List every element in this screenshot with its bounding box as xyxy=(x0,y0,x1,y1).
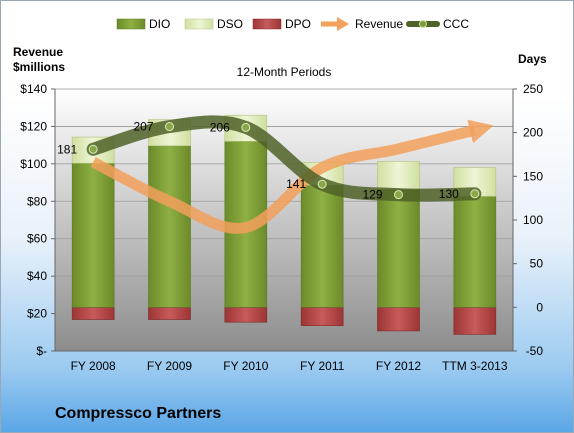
left-tick-label: $- xyxy=(36,344,47,358)
right-tick-label: 50 xyxy=(530,257,544,271)
left-tick-label: $40 xyxy=(27,269,47,283)
legend-swatch-dso xyxy=(184,18,214,30)
right-tick-label: 100 xyxy=(523,213,543,227)
ccc-data-label: 141 xyxy=(286,177,306,191)
legend-label-dso: DSO xyxy=(217,17,243,31)
bar-dpo xyxy=(453,307,497,335)
x-tick-label: FY 2009 xyxy=(147,359,192,373)
bar-dio xyxy=(300,184,344,308)
legend-label-revenue: Revenue xyxy=(355,17,403,31)
left-axis-ticks: $140 $120 $100 $80 $60 $40 $20 $- xyxy=(20,82,55,358)
company-name: Compressco Partners xyxy=(55,405,222,422)
x-tick-label: FY 2011 xyxy=(300,359,345,373)
ccc-line xyxy=(86,115,482,202)
ccc-data-label: 181 xyxy=(57,142,77,156)
ccc-point xyxy=(88,144,98,154)
bar-dpo xyxy=(224,307,268,323)
ccc-point xyxy=(394,190,403,200)
left-tick-label: $80 xyxy=(27,194,47,208)
left-tick-label: $20 xyxy=(27,307,47,321)
revenue-series xyxy=(90,119,494,234)
legend-label-dio: DIO xyxy=(149,17,170,31)
ccc-point xyxy=(317,179,327,189)
ccc-data-label: 207 xyxy=(133,120,153,134)
left-axis-title-line2: $millions xyxy=(13,60,65,74)
left-tick-label: $100 xyxy=(20,157,47,171)
legend-swatch-dio xyxy=(116,18,146,30)
legend-label-dpo: DPO xyxy=(285,17,311,31)
revenue-line xyxy=(90,119,494,234)
x-tick-label: FY 2010 xyxy=(223,359,268,373)
right-tick-label: 200 xyxy=(523,126,543,140)
legend: DIO DSO DPO Revenue CCC xyxy=(116,17,469,31)
bar-dpo xyxy=(71,307,115,320)
right-tick-label: 250 xyxy=(523,82,543,96)
bar-dio xyxy=(453,196,497,308)
x-tick-label: FY 2008 xyxy=(71,359,116,373)
right-tick-label: 150 xyxy=(523,169,543,183)
ccc-data-label: 130 xyxy=(439,187,459,201)
bar-dio xyxy=(148,145,191,308)
ccc-data-label: 206 xyxy=(210,120,230,134)
right-axis-ticks: 250 200 150 100 50 0 -50 xyxy=(513,82,543,358)
ccc-series: 181 207 206 141 129 130 xyxy=(57,115,482,202)
bar-dio xyxy=(71,162,115,308)
x-axis-labels: FY 2008 FY 2009 FY 2010 FY 2011 FY 2012 TTM 3… xyxy=(71,359,508,373)
left-tick-label: $120 xyxy=(20,119,47,133)
chart-title: 12-Month Periods xyxy=(237,65,332,79)
right-tick-label: 0 xyxy=(536,300,543,314)
ccc-point xyxy=(241,122,251,132)
left-tick-label: $60 xyxy=(27,232,47,246)
ccc-data-label: 129 xyxy=(362,188,382,202)
ccc-point xyxy=(470,189,480,199)
legend-swatch-dpo xyxy=(252,18,282,30)
bar-dio xyxy=(377,189,420,308)
bar-dpo xyxy=(300,307,344,326)
x-tick-label: TTM 3-2013 xyxy=(442,359,508,373)
right-tick-label: -50 xyxy=(526,344,544,358)
bar-dso xyxy=(377,161,420,190)
legend-arrow-revenue xyxy=(337,17,349,31)
bar-dpo xyxy=(148,307,191,320)
left-axis-title-line1: Revenue xyxy=(13,45,63,59)
legend-label-ccc: CCC xyxy=(443,17,469,31)
plot-area xyxy=(55,89,513,351)
x-tick-label: FY 2012 xyxy=(376,359,421,373)
left-tick-label: $140 xyxy=(20,82,47,96)
right-axis-title: Days xyxy=(518,52,547,66)
ccc-point xyxy=(165,122,174,132)
legend-marker-ccc xyxy=(419,20,427,28)
bar-dpo xyxy=(377,307,420,332)
